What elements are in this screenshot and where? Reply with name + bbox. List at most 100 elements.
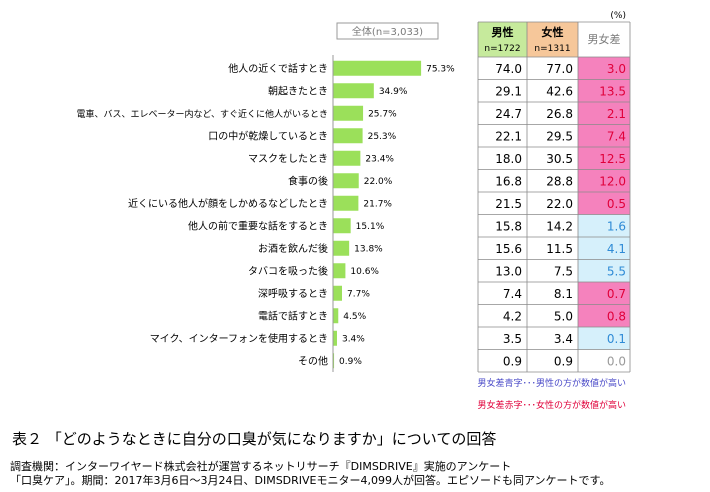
diff-value: 0.7 xyxy=(607,287,626,301)
category-label: その他 xyxy=(298,354,328,367)
bar xyxy=(333,218,351,234)
diff-cell-bg xyxy=(578,169,630,192)
diff-cell-bg xyxy=(578,147,630,170)
bar xyxy=(333,60,422,76)
female-value: 22.0 xyxy=(546,197,573,211)
bar xyxy=(333,353,335,369)
value-label: 10.6% xyxy=(350,267,379,277)
value-label: 21.7% xyxy=(363,199,392,209)
male-value: 29.1 xyxy=(495,84,522,98)
value-label: 22.0% xyxy=(364,177,393,187)
category-label: 近くにいる他人が顔をしかめるなどしたとき xyxy=(128,197,328,210)
bar xyxy=(333,195,359,211)
diff-value: 7.4 xyxy=(607,129,626,143)
survey-note-line1: 調査機関：インターワイヤード株式会社が運営するネットリサーチ『DIMSDRIVE… xyxy=(10,460,512,473)
female-value: 7.5 xyxy=(554,264,573,278)
bar xyxy=(333,263,346,279)
female-value: 26.8 xyxy=(546,107,573,121)
male-value: 22.1 xyxy=(495,129,522,143)
survey-note-line2: 「口臭ケア」。期間：2017年3月6日～3月24日、DIMSDRIVEモニター4… xyxy=(10,474,611,487)
diff-value: 12.5 xyxy=(599,152,626,166)
diff-value: 5.5 xyxy=(607,264,626,278)
value-label: 23.4% xyxy=(365,154,394,164)
bar xyxy=(333,173,359,189)
diff-cell-bg xyxy=(578,282,630,305)
male-value: 0.9 xyxy=(503,354,522,368)
female-value: 11.5 xyxy=(546,242,573,256)
male-value: 74.0 xyxy=(495,62,522,76)
category-label: タバコを吸った後 xyxy=(248,264,328,277)
value-label: 25.7% xyxy=(368,109,397,119)
male-value: 15.8 xyxy=(495,219,522,233)
table-header-cell xyxy=(478,22,527,57)
category-label: 電話で話すとき xyxy=(258,309,328,322)
diff-value: 4.1 xyxy=(607,242,626,256)
value-label: 15.1% xyxy=(356,222,385,232)
category-label: 口の中が乾燥しているとき xyxy=(208,129,328,142)
male-value: 18.0 xyxy=(495,152,522,166)
diff-value: 0.1 xyxy=(607,332,626,346)
table-header-n: n=1722 xyxy=(484,44,520,54)
diff-cell-bg xyxy=(578,124,630,147)
male-value: 21.5 xyxy=(495,197,522,211)
female-value: 28.8 xyxy=(546,174,573,188)
category-label: 他人の前で重要な話をするとき xyxy=(188,219,328,232)
overall-header-label: 全体(n=3,033) xyxy=(352,25,423,38)
value-label: 7.7% xyxy=(347,289,370,299)
diff-cell-bg xyxy=(578,259,630,282)
bar xyxy=(333,83,374,99)
bar xyxy=(333,105,364,121)
female-value: 5.0 xyxy=(554,309,573,323)
category-label: 電車、バス、エレベーター内など、すぐ近くに他人がいるとき xyxy=(76,108,328,120)
table-header-title: 男女差 xyxy=(588,32,621,46)
male-value: 15.6 xyxy=(495,242,522,256)
male-value: 16.8 xyxy=(495,174,522,188)
male-value: 13.0 xyxy=(495,264,522,278)
table-header-title: 男性 xyxy=(492,25,514,39)
table-header-title: 女性 xyxy=(542,25,564,39)
category-label: お酒を飲んだ後 xyxy=(258,242,328,255)
diff-cell-bg xyxy=(578,214,630,237)
table-header-n: n=1311 xyxy=(534,44,570,54)
category-label: 他人の近くで話すとき xyxy=(228,62,328,75)
bar xyxy=(333,330,337,346)
category-label: 深呼吸するとき xyxy=(258,288,328,300)
value-label: 3.4% xyxy=(342,334,365,344)
value-label: 34.9% xyxy=(379,87,408,97)
diff-value: 2.1 xyxy=(607,107,626,121)
category-label: マイク、インターフォンを使用するとき xyxy=(150,332,328,345)
value-label: 4.5% xyxy=(343,312,366,322)
diff-cell-bg xyxy=(578,79,630,102)
table-header-cell xyxy=(527,22,578,57)
female-value: 42.6 xyxy=(546,84,573,98)
bar xyxy=(333,240,350,256)
table-header-cell xyxy=(578,22,630,57)
female-value: 30.5 xyxy=(546,152,573,166)
female-value: 14.2 xyxy=(546,219,573,233)
value-label: 75.3% xyxy=(426,64,455,74)
diff-cell-bg xyxy=(578,349,630,372)
diff-value: 0.0 xyxy=(607,354,626,368)
bar xyxy=(333,128,363,144)
diff-cell-bg xyxy=(578,57,630,80)
male-value: 4.2 xyxy=(503,309,522,323)
category-label: 朝起きたとき xyxy=(268,85,328,97)
bar xyxy=(333,308,339,324)
diff-cell-bg xyxy=(578,327,630,350)
category-label: マスクをしたとき xyxy=(248,153,328,165)
value-label: 13.8% xyxy=(354,244,383,254)
diff-cell-bg xyxy=(578,192,630,215)
diff-cell-bg xyxy=(578,304,630,327)
category-label: 食事の後 xyxy=(288,174,328,187)
diff-value: 12.0 xyxy=(599,174,626,188)
female-value: 8.1 xyxy=(554,287,573,301)
female-value: 29.5 xyxy=(546,129,573,143)
overall-header-box xyxy=(336,22,439,40)
unit-label: (%) xyxy=(610,11,626,21)
diff-value: 1.6 xyxy=(607,219,626,233)
value-label: 0.9% xyxy=(339,357,362,367)
legend-red-note: 男女差赤字･･･女性の方が数値が高い xyxy=(477,401,626,411)
bar xyxy=(333,285,343,301)
diff-cell-bg xyxy=(578,102,630,125)
male-value: 7.4 xyxy=(503,287,522,301)
